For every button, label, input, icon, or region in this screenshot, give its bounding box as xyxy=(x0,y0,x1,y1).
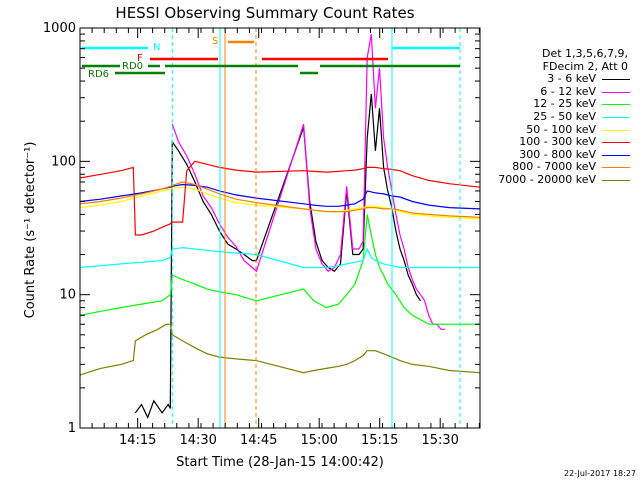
axes: 1 10 100 1000 14:15 14:30 14:45 15:00 15:15 15:30 xyxy=(43,21,481,448)
legend-item-label: 800 - 7000 keV xyxy=(512,160,596,174)
annotation-n: N xyxy=(153,42,160,53)
x-tick-label: 15:30 xyxy=(421,433,458,448)
legend-item-label: 7000 - 20000 keV xyxy=(498,172,596,186)
legend-item: 300 - 800 keV xyxy=(478,147,630,162)
series-line-100-300kev xyxy=(79,160,481,236)
legend-item-label: 12 - 25 keV xyxy=(533,97,596,111)
legend-item-label: 3 - 6 keV xyxy=(547,72,596,86)
legend-item-swatch xyxy=(602,116,630,118)
legend-items: 3 - 6 keV 6 - 12 keV 12 - 25 keV 25 - 50 ke… xyxy=(478,73,630,186)
x-tick-label: 14:30 xyxy=(179,433,216,448)
legend-item-swatch xyxy=(602,104,630,106)
annotation-s: S xyxy=(212,36,218,47)
legend-item-swatch xyxy=(602,142,630,144)
y-tick-label: 100 xyxy=(51,154,76,169)
legend-header-line2: FDecim 2, Att 0 xyxy=(542,59,628,73)
x-tick-label: 14:15 xyxy=(119,433,156,448)
legend-header-line1: Det 1,3,5,6,7,9, xyxy=(541,47,628,60)
legend-item-swatch xyxy=(602,129,630,131)
legend-item-label: 6 - 12 keV xyxy=(540,84,596,98)
x-tick-label: 15:00 xyxy=(300,433,337,448)
timestamp: 22-Jul-2017 18:27 xyxy=(563,469,636,478)
series-group xyxy=(79,33,481,419)
legend-item: 100 - 300 keV xyxy=(478,136,630,149)
annotation-f: F xyxy=(137,53,143,64)
plot-frame xyxy=(79,27,481,429)
legend-item: 3 - 6 keV xyxy=(478,73,630,86)
legend-item: 800 - 7000 keV xyxy=(478,161,630,174)
series-line-800-7000kev xyxy=(79,181,481,218)
y-tick-label: 10 xyxy=(59,288,76,303)
legend-item: 7000 - 20000 keV xyxy=(478,172,630,187)
legend-item-swatch xyxy=(602,91,630,93)
annotation-rd0: RD0 xyxy=(122,61,143,72)
legend-item-swatch xyxy=(602,167,630,169)
annotation-rd6: RD6 xyxy=(88,69,109,80)
y-tick-label: 1000 xyxy=(43,21,76,36)
legend-item-swatch xyxy=(602,179,630,181)
event-markers: NF S RD0 RD6 xyxy=(82,28,461,428)
legend-item-label: 50 - 100 keV xyxy=(526,122,596,136)
legend-item-swatch xyxy=(602,154,630,156)
legend-item: 12 - 25 keV xyxy=(478,98,630,111)
series-line-12-25kev xyxy=(79,214,480,325)
chart-title: HESSI Observing Summary Count Rates xyxy=(115,4,414,22)
x-tick-label: 14:45 xyxy=(240,433,277,448)
legend-item-label: 100 - 300 keV xyxy=(519,135,596,149)
y-tick-label: 1 xyxy=(68,421,76,436)
series-line-7000-20000kev xyxy=(79,323,481,376)
x-tick-label: 15:15 xyxy=(361,433,398,448)
legend-item: 25 - 50 keV xyxy=(478,109,630,124)
y-axis-label: Count Rate (s⁻¹ detector⁻¹) xyxy=(23,142,38,319)
legend-item-swatch xyxy=(602,79,630,81)
legend: Det 1,3,5,6,7,9, FDecim 2, Att 0 3 - 6 k… xyxy=(478,47,630,187)
x-axis-label: Start Time (28-Jan-15 14:00:42) xyxy=(176,455,384,470)
legend-item: 6 - 12 keV xyxy=(478,84,630,99)
legend-item-label: 300 - 800 keV xyxy=(519,147,596,161)
series-line-25-50kev xyxy=(79,247,480,269)
series-line-6-12kev xyxy=(171,33,446,330)
legend-item-label: 25 - 50 keV xyxy=(533,109,596,123)
legend-item: 50 - 100 keV xyxy=(478,122,630,137)
series-line-3-6kev xyxy=(134,93,421,419)
